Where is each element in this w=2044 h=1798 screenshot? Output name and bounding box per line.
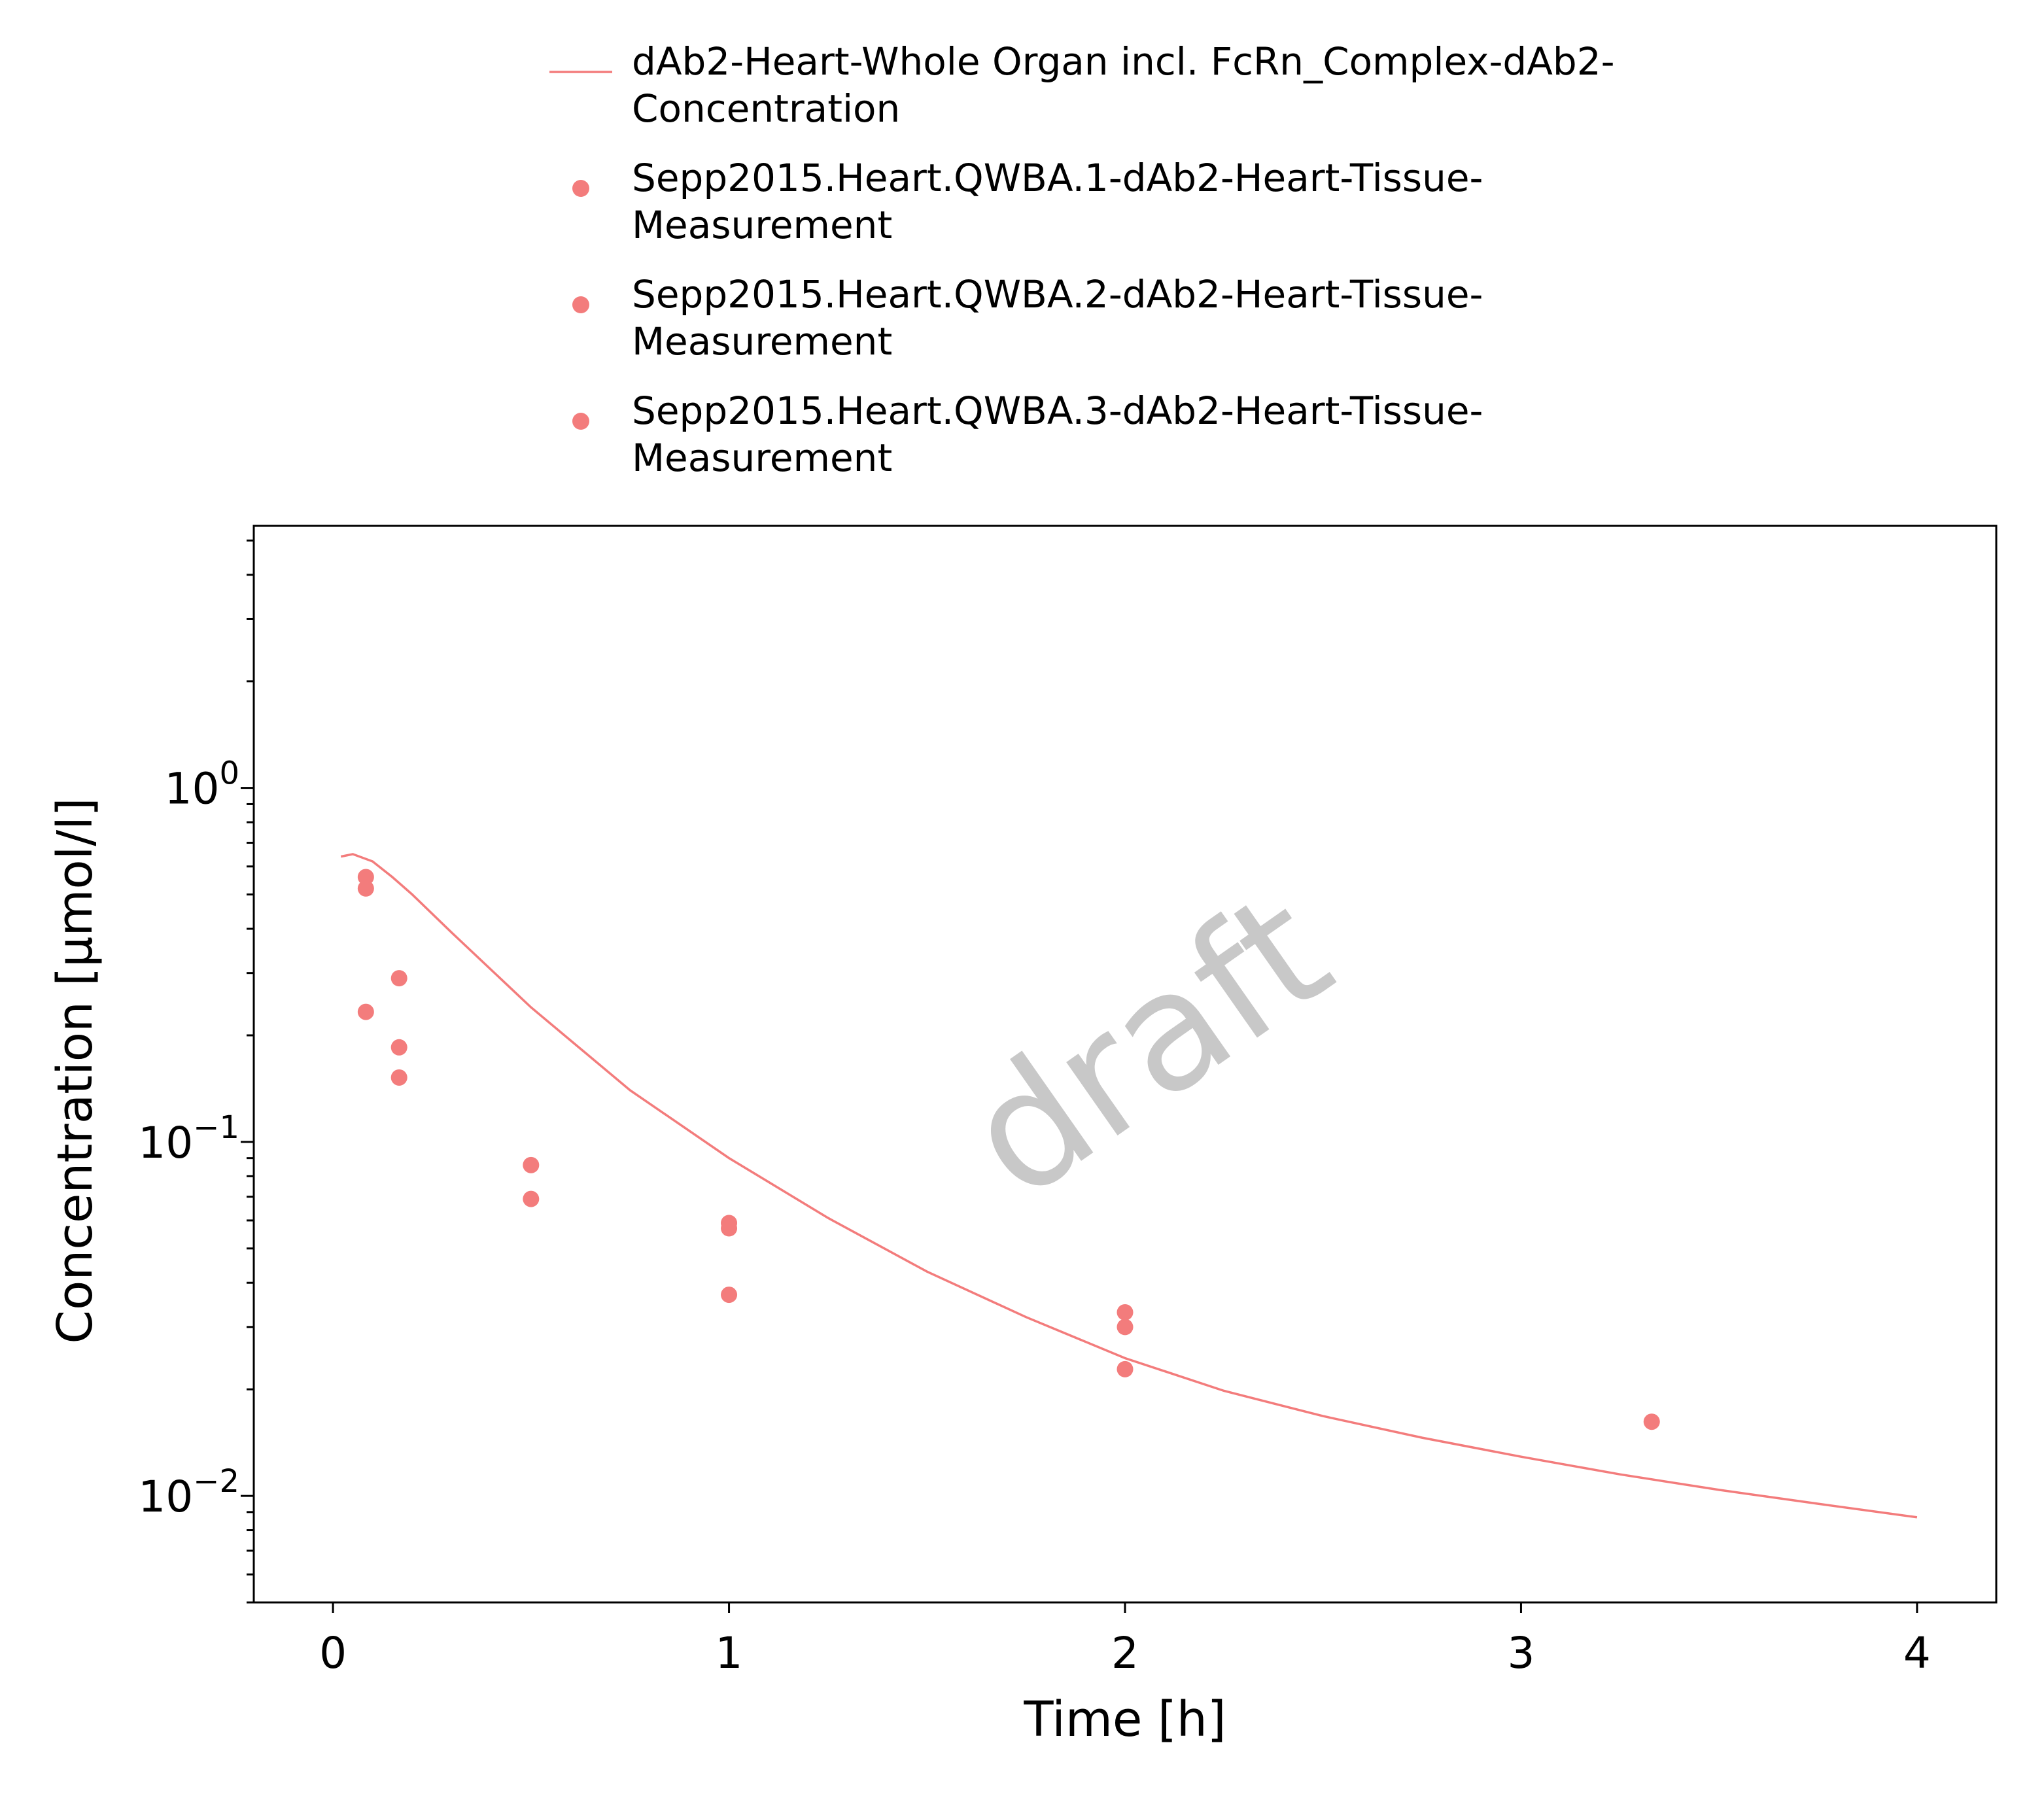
y-axis: 100 10−1 10−2: [138, 539, 254, 1604]
x-tick-label: 1: [716, 1628, 743, 1678]
x-tick-label: 0: [319, 1628, 347, 1678]
legend-label: Sepp2015.Heart.QWBA.2-dAb2-Heart-Tissue-: [632, 272, 1483, 317]
series-line: [340, 853, 1918, 1519]
data-point-series-2: [1117, 1319, 1134, 1336]
data-point-series-1: [390, 970, 407, 987]
data-point-series-2: [1643, 1413, 1660, 1430]
legend: dAb2-Heart-Whole Organ incl. FcRn_Comple…: [549, 39, 1615, 480]
y-tick-label: 100: [164, 755, 239, 814]
legend-label: Measurement: [632, 319, 892, 364]
legend-label: Measurement: [632, 436, 892, 480]
x-tick-label: 4: [1903, 1628, 1931, 1678]
data-point-series-3: [721, 1287, 738, 1304]
x-axis: 0 1 2 3 4: [319, 1602, 1931, 1678]
y-tick-label: 10−1: [138, 1109, 239, 1168]
legend-label: Measurement: [632, 203, 892, 247]
data-point-series-2: [357, 880, 374, 897]
legend-label: Sepp2015.Heart.QWBA.3-dAb2-Heart-Tissue-: [632, 389, 1483, 433]
legend-label: Concentration: [632, 86, 900, 131]
legend-label: dAb2-Heart-Whole Organ incl. FcRn_Comple…: [632, 39, 1615, 84]
data-point-series-2: [523, 1190, 540, 1207]
x-axis-label: Time [h]: [1023, 1691, 1226, 1748]
legend-dot-marker: [572, 413, 589, 430]
data-point-series-3: [390, 1069, 407, 1086]
legend-label: Sepp2015.Heart.QWBA.1-dAb2-Heart-Tissue-: [632, 156, 1483, 200]
legend-dot-marker: [572, 296, 589, 313]
x-tick-label: 3: [1507, 1628, 1534, 1678]
plot-area: [340, 853, 1918, 1519]
data-point-series-2: [390, 1039, 407, 1056]
data-point-series-1: [357, 869, 374, 886]
y-tick-label: 10−2: [138, 1463, 239, 1522]
data-point-series-2: [721, 1220, 738, 1237]
data-point-series-1: [523, 1156, 540, 1173]
x-tick-label: 2: [1111, 1628, 1139, 1678]
data-point-series-3: [357, 1003, 374, 1020]
data-point-series-1: [1117, 1304, 1134, 1321]
legend-dot-marker: [572, 180, 589, 197]
data-point-series-3: [1117, 1360, 1134, 1377]
y-axis-label: Concentration [µmol/l]: [47, 797, 103, 1343]
watermark-text: draft: [933, 856, 1362, 1235]
